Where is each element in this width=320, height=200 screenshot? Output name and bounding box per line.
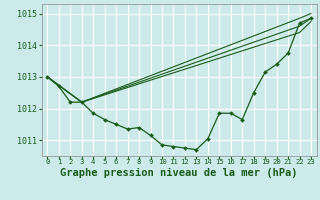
X-axis label: Graphe pression niveau de la mer (hPa): Graphe pression niveau de la mer (hPa) — [60, 168, 298, 178]
